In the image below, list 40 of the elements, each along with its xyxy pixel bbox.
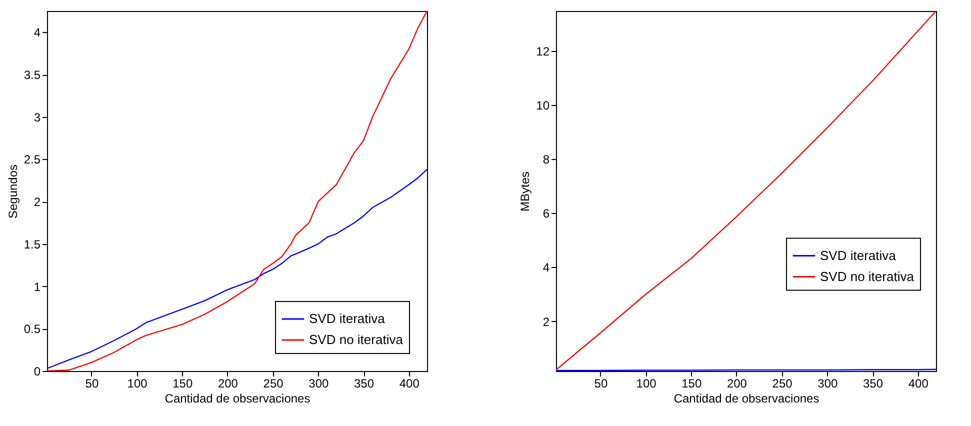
y-axis-title: Segundos — [6, 164, 20, 219]
x-tick-label: 350 — [863, 376, 884, 390]
y-tick-label: 8 — [542, 152, 550, 167]
y-tick-label: 1 — [34, 280, 41, 294]
line-series — [47, 168, 427, 370]
x-axis-title: Cantidad de observaciones — [674, 392, 820, 406]
y-tick-label: 2.5 — [24, 152, 41, 167]
x-tick-label: 100 — [127, 376, 148, 390]
y-tick-label: 10 — [536, 98, 550, 113]
x-tick-label: 300 — [818, 376, 838, 390]
y-tick-label: 4 — [542, 260, 550, 275]
x-tick-label: 100 — [636, 376, 657, 390]
x-tick-label: 250 — [772, 376, 793, 390]
legend-label: SVD no iterativa — [820, 268, 915, 284]
legend-label: SVD iterativa — [820, 248, 897, 263]
y-axis-title: MBytes — [518, 171, 532, 212]
x-tick-label: 350 — [354, 376, 374, 390]
x-axis-title: Cantidad de observaciones — [164, 392, 310, 406]
x-tick-label: 150 — [682, 376, 702, 390]
x-tick-label: 400 — [908, 376, 929, 390]
x-tick-label: 400 — [399, 376, 420, 390]
y-tick-label: 2 — [542, 314, 550, 329]
y-tick-label: 0 — [34, 364, 41, 378]
y-tick-label: 2 — [34, 195, 41, 210]
x-tick-label: 200 — [218, 376, 238, 390]
x-tick-label: 50 — [85, 376, 99, 390]
y-tick-label: 3.5 — [24, 68, 41, 82]
x-tick-label: 200 — [726, 376, 748, 390]
legend-label: SVD no iterativa — [309, 332, 404, 347]
x-tick-label: 300 — [308, 376, 329, 390]
y-tick-label: 0.5 — [24, 322, 41, 336]
y-tick-label: 4 — [34, 26, 41, 40]
y-tick-label: 3 — [34, 110, 41, 124]
y-tick-label: 6 — [542, 206, 550, 221]
x-tick-label: 250 — [263, 376, 284, 390]
y-tick-label: 12 — [536, 44, 550, 58]
x-tick-label: 150 — [172, 376, 193, 390]
x-tick-label: 50 — [594, 376, 608, 390]
legend-label: SVD iterativa — [309, 311, 386, 326]
y-tick-label: 1.5 — [24, 237, 41, 252]
